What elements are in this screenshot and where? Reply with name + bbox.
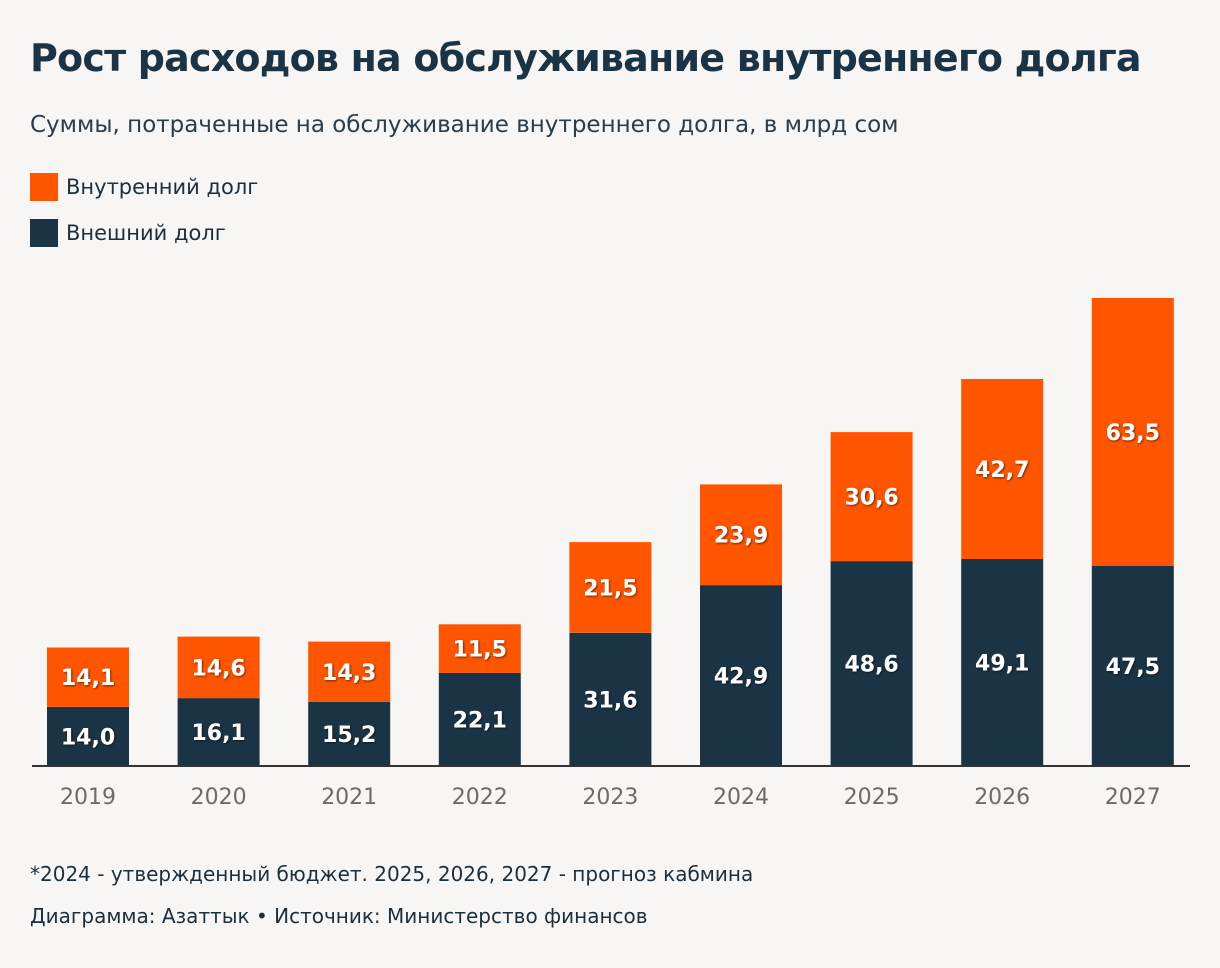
data-label-internal-2020: 14,6 bbox=[191, 656, 245, 681]
x-tick-label-2025: 2025 bbox=[844, 785, 900, 810]
data-label-internal-2026: 42,7 bbox=[975, 458, 1029, 483]
legend: Внутренний долг Внешний долг bbox=[30, 172, 258, 264]
data-label-external-2024: 42,9 bbox=[714, 665, 768, 690]
bar-external-2024 bbox=[700, 585, 782, 766]
bar-external-2020 bbox=[177, 698, 260, 766]
bar-external-2019 bbox=[47, 707, 129, 766]
data-label-external-2026: 49,1 bbox=[975, 652, 1029, 677]
x-tick-label-2020: 2020 bbox=[191, 785, 247, 810]
x-tick-label-2019: 2019 bbox=[60, 785, 116, 810]
bar-internal-2021 bbox=[308, 641, 391, 702]
legend-swatch-external bbox=[30, 219, 58, 247]
bar-external-2026 bbox=[961, 559, 1044, 766]
x-tick-label-2021: 2021 bbox=[321, 785, 377, 810]
data-label-internal-2023: 21,5 bbox=[583, 576, 637, 601]
data-label-external-2025: 48,6 bbox=[844, 653, 898, 678]
x-tick-label-2023: 2023 bbox=[582, 785, 638, 810]
x-tick-label-2027: 2027 bbox=[1105, 785, 1161, 810]
data-label-internal-2024: 23,9 bbox=[714, 524, 768, 549]
bar-internal-2019 bbox=[47, 647, 129, 707]
data-label-internal-2022: 11,5 bbox=[453, 638, 507, 663]
data-label-external-2021: 15,2 bbox=[322, 723, 376, 748]
data-label-external-2022: 22,1 bbox=[453, 708, 507, 733]
bar-internal-2020 bbox=[177, 636, 260, 699]
chart-subtitle: Суммы, потраченные на обслуживание внутр… bbox=[30, 112, 899, 138]
bar-internal-2024 bbox=[700, 484, 782, 586]
legend-label-internal: Внутренний долг bbox=[66, 175, 259, 199]
data-label-external-2023: 31,6 bbox=[583, 688, 637, 713]
data-label-internal-2025: 30,6 bbox=[844, 486, 898, 511]
x-tick-label-2022: 2022 bbox=[452, 785, 508, 810]
bar-internal-2027 bbox=[1091, 298, 1174, 566]
bar-internal-2026 bbox=[961, 379, 1044, 559]
bar-external-2021 bbox=[308, 701, 391, 766]
bar-internal-2025 bbox=[830, 432, 913, 562]
x-tick-label-2026: 2026 bbox=[974, 785, 1030, 810]
x-tick-label-2024: 2024 bbox=[713, 785, 769, 810]
data-label-external-2020: 16,1 bbox=[191, 721, 245, 746]
footnote: *2024 - утвержденный бюджет. 2025, 2026,… bbox=[30, 862, 754, 886]
data-label-internal-2027: 63,5 bbox=[1106, 421, 1160, 446]
legend-item-internal: Внутренний долг bbox=[30, 172, 258, 202]
bar-external-2025 bbox=[830, 561, 913, 766]
chart-title: Рост расходов на обслуживание внутреннег… bbox=[30, 36, 1142, 80]
bar-internal-2023 bbox=[569, 542, 652, 633]
bar-external-2022 bbox=[438, 672, 521, 766]
data-label-internal-2019: 14,1 bbox=[61, 666, 115, 691]
bar-external-2027 bbox=[1091, 565, 1174, 766]
legend-label-external: Внешний долг bbox=[66, 221, 226, 245]
data-label-internal-2021: 14,3 bbox=[322, 661, 376, 686]
legend-swatch-internal bbox=[30, 173, 58, 201]
data-label-external-2019: 14,0 bbox=[61, 726, 115, 751]
credit-line: Диаграмма: Азаттык • Источник: Министерс… bbox=[30, 904, 648, 928]
bar-internal-2022 bbox=[438, 624, 521, 673]
data-label-external-2027: 47,5 bbox=[1106, 655, 1160, 680]
bar-external-2023 bbox=[569, 632, 652, 766]
legend-item-external: Внешний долг bbox=[30, 218, 258, 248]
